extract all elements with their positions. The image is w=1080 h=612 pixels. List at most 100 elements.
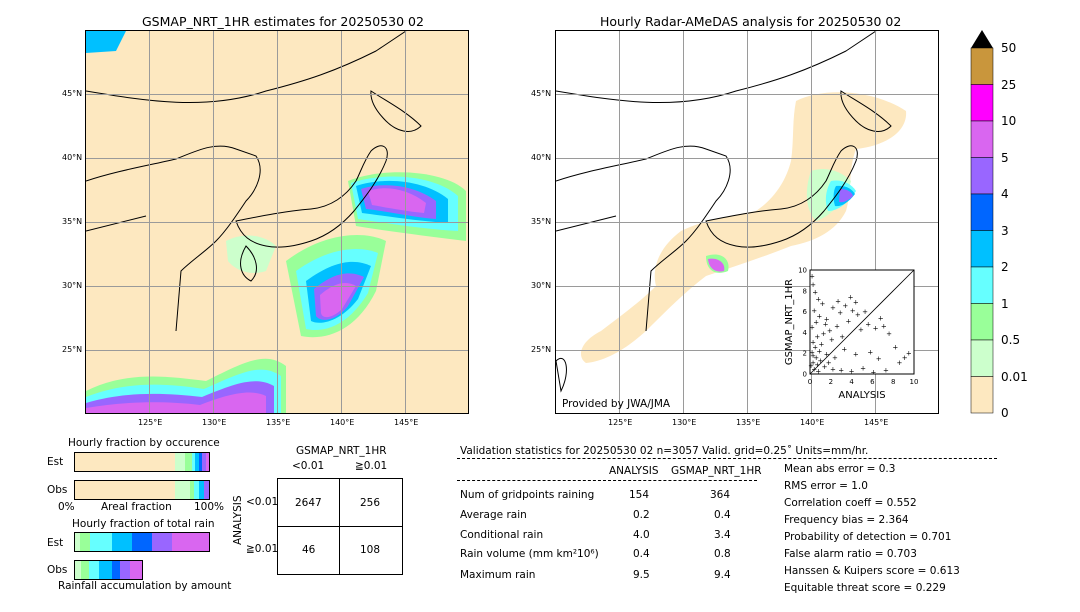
scatter-point: + [814,361,820,369]
scatter-point: + [858,326,864,334]
scatter-point: + [878,314,884,322]
stat-label: Average rain [460,509,527,521]
scatter-point: + [849,367,855,375]
occurence-est-bar [74,452,210,472]
stat-label: Rain volume (mm km²10⁶) [460,548,599,560]
validation-col-gsmap: GSMAP_NRT_1HR [671,465,762,477]
colorbar-swatch [970,47,994,85]
stat-gsmap: 364 [710,489,731,501]
score: Equitable threat score = 0.229 [784,582,946,594]
scatter-point: + [853,351,859,359]
total-rain-title: Hourly fraction of total rain [72,518,215,530]
scatter-point: + [814,333,820,341]
scatter-xtick: 10 [910,378,919,386]
scatter-point: + [842,302,848,310]
contingency-row-title: ANALYSIS [232,495,244,545]
scatter-point: + [812,288,818,296]
scatter-point: + [820,300,826,308]
contingency-cell: 256 [360,497,381,509]
occurence-tick-0: 0% [58,501,75,513]
scatter-point: + [860,364,866,372]
scatter-point: + [848,294,854,302]
scatter-point: + [902,354,908,362]
scatter-point: + [838,366,844,374]
scatter-point: + [873,325,879,333]
scatter-point: + [830,304,836,312]
scatter-point: + [813,354,819,362]
scatter-point: + [815,296,821,304]
colorbar-swatch [970,230,994,268]
colorbar-swatch [970,120,994,158]
scatter-point: + [839,333,845,341]
scatter-ylabel: GSMAP_NRT_1HR [784,279,795,365]
scatter-ytick: 10 [798,267,807,275]
stat-gsmap: 0.4 [714,509,731,521]
left-lon-label: 140°E [330,418,355,427]
scatter-point: + [829,336,835,344]
contingency-cell: 108 [360,544,381,556]
validation-header: Validation statistics for 20250530 02 n=… [460,445,869,457]
occurence-est-label: Est [47,456,64,468]
scatter-point: + [813,319,819,327]
contingency-col-label: <0.01 [292,460,325,472]
right-map-title: Hourly Radar-AMeDAS analysis for 2025053… [600,14,902,29]
colorbar-label: 25 [1001,77,1017,92]
colorbar-label: 5 [1001,150,1009,165]
scatter-point: + [876,355,882,363]
colorbar-label: 0.5 [1001,333,1021,347]
stat-gsmap: 9.4 [714,569,731,581]
total-rain-est-label: Est [47,537,64,549]
score: Frequency bias = 2.364 [784,514,909,526]
contingency-col-label: ≧0.01 [355,460,388,472]
scatter-point: + [835,298,841,306]
scatter-point: + [855,311,861,319]
left-lat-label: 45°N [62,89,83,98]
right-lon-label: 140°E [800,418,825,427]
scatter-xtick: 4 [849,378,854,386]
left-lat-label: 30°N [62,281,83,290]
left-lon-label: 135°E [266,418,291,427]
colorbar-swatch [970,193,994,231]
scatter-point: + [837,309,843,317]
contingency-cell: 2647 [295,497,322,509]
scatter-point: + [906,350,912,358]
right-lat-label: 45°N [531,89,552,98]
scatter-ytick: 0 [803,371,807,379]
left-lat-label: 35°N [62,217,83,226]
stat-gsmap: 0.8 [714,548,731,560]
scatter-point: + [812,343,818,351]
left-lon-label: 130°E [202,418,227,427]
right-lon-label: 145°E [864,418,889,427]
score: False alarm ratio = 0.703 [784,548,917,560]
scatter-point: + [810,338,816,346]
scatter-point: + [826,359,832,367]
colorbar-label: 0 [1001,406,1009,420]
colorbar-extend-arrow [971,30,993,48]
score: Hanssen & Kuipers score = 0.613 [784,565,960,577]
contingency-row-label: <0.01 [246,496,279,508]
colorbar-label: 1 [1001,296,1009,311]
left-map-title: GSMAP_NRT_1HR estimates for 20250530 02 [142,14,424,29]
stat-analysis: 154 [629,489,650,501]
scatter-point: + [823,321,829,329]
scatter-plot: +++++++ ++++++ +++++++ ++ ++++ ++++++++++++++… [784,267,919,402]
scatter-point: + [867,349,873,357]
contingency-table: 2647 256 46 108 [277,478,403,575]
occurence-obs-bar [74,480,210,500]
scatter-point: + [830,365,836,373]
scatter-point: + [816,348,822,356]
colorbar-swatch [970,339,994,377]
scatter-point: + [827,327,833,335]
total-rain-obs-bar [74,560,143,580]
total-rain-xlabel: Rainfall accumulation by amount [58,580,232,592]
scatter-point: + [892,343,898,351]
scatter-xtick: 0 [808,378,812,386]
contingency-cell: 46 [302,544,316,556]
scatter-point: + [832,354,838,362]
scatter-point: + [824,315,830,323]
stat-analysis: 0.4 [633,548,650,560]
stat-label: Conditional rain [460,529,544,541]
colorbar [970,30,994,414]
score: Mean abs error = 0.3 [784,463,896,475]
scatter-point: + [853,299,859,307]
